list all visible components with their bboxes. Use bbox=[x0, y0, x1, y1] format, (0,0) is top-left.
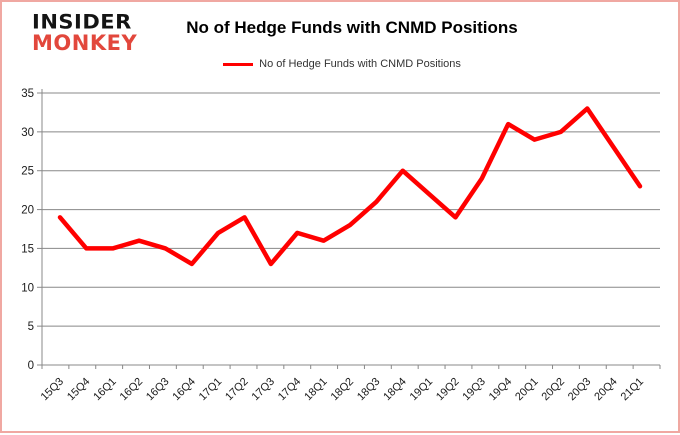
logo-insider-text: INSIDER bbox=[32, 10, 132, 34]
x-axis-label: 18Q4 bbox=[381, 376, 409, 404]
chart-title: No of Hedge Funds with CNMD Positions bbox=[186, 18, 518, 37]
x-axis-label: 16Q2 bbox=[118, 376, 146, 404]
y-axis-label: 25 bbox=[21, 166, 34, 178]
y-axis-label: 5 bbox=[28, 321, 34, 333]
y-axis-label: 0 bbox=[28, 360, 34, 372]
x-axis-label: 18Q3 bbox=[355, 376, 383, 404]
x-axis-label: 18Q2 bbox=[329, 376, 357, 404]
y-axis-label: 15 bbox=[21, 243, 34, 255]
legend: No of Hedge Funds with CNMD Positions bbox=[2, 58, 680, 70]
x-axis-label: 17Q1 bbox=[197, 376, 225, 404]
x-axis-label: 15Q4 bbox=[65, 376, 93, 404]
x-axis-label: 19Q4 bbox=[487, 376, 515, 404]
legend-label: No of Hedge Funds with CNMD Positions bbox=[259, 58, 461, 70]
legend-line-swatch bbox=[223, 62, 254, 66]
x-axis-label: 17Q4 bbox=[276, 376, 304, 404]
x-axis-label: 20Q1 bbox=[513, 376, 541, 404]
x-axis-label: 19Q3 bbox=[460, 376, 488, 404]
x-axis-label: 16Q3 bbox=[144, 376, 172, 404]
x-axis-label: 17Q2 bbox=[223, 376, 251, 404]
series-line bbox=[57, 106, 643, 267]
x-axis-label: 16Q1 bbox=[91, 376, 119, 404]
x-axis-label: 20Q2 bbox=[540, 376, 568, 404]
x-axis-label: 16Q4 bbox=[170, 376, 198, 404]
logo-monkey-text: MONKEY bbox=[32, 31, 138, 55]
y-axis-label: 30 bbox=[21, 127, 34, 139]
y-axis-label: 35 bbox=[21, 88, 34, 100]
x-axis-label: 19Q1 bbox=[408, 376, 436, 404]
y-axis-label: 10 bbox=[21, 282, 34, 294]
x-axis-label: 19Q2 bbox=[434, 376, 462, 404]
x-axis-label: 18Q1 bbox=[302, 376, 330, 404]
x-axis-label: 15Q3 bbox=[39, 376, 67, 404]
x-axis-label: 20Q4 bbox=[592, 376, 620, 404]
x-axis-label: 17Q3 bbox=[250, 376, 278, 404]
insider-monkey-logo: INSIDER MONKEY bbox=[32, 12, 137, 54]
x-axis-label: 20Q3 bbox=[566, 376, 594, 404]
y-axis-label: 20 bbox=[21, 205, 34, 217]
x-axis-label: 21Q1 bbox=[619, 376, 647, 404]
